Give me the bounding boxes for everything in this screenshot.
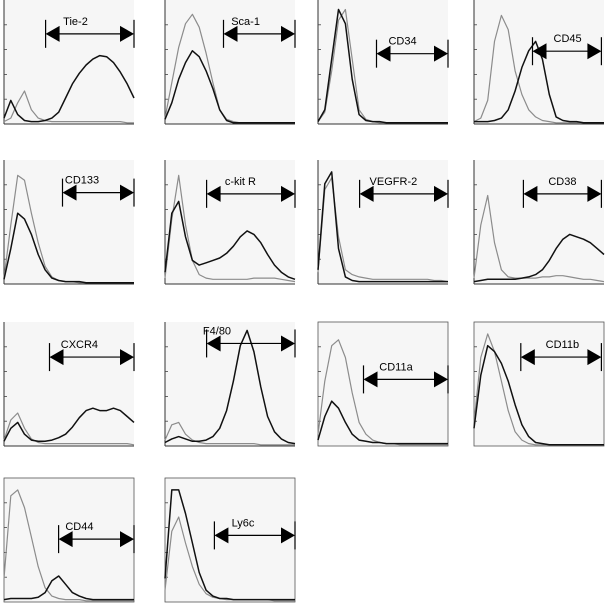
histogram-panel: CD45 xyxy=(473,0,604,125)
gate-arrow-head-left xyxy=(58,531,73,548)
gate-arrow-head-right xyxy=(434,185,448,202)
histogram-panel: CD38 xyxy=(473,160,605,285)
sample-curve xyxy=(164,329,296,445)
marker-label: CXCR4 xyxy=(61,339,98,351)
gate-arrow-head-right xyxy=(281,185,295,202)
panel-background xyxy=(474,322,604,446)
control-curve xyxy=(3,489,134,602)
marker-label: CD38 xyxy=(548,176,576,188)
histogram-panel: CXCR4 xyxy=(3,322,135,447)
gate-arrow-head-left xyxy=(62,184,77,201)
sample-curve xyxy=(473,233,605,283)
panel-background xyxy=(165,0,295,124)
histogram-panel: c-kit R xyxy=(164,160,296,285)
histogram-panel: CD11b xyxy=(473,321,605,447)
marker-label: Sca-1 xyxy=(231,16,260,28)
panel-frame xyxy=(473,321,605,447)
gate-arrow-head-left xyxy=(363,371,378,388)
gate-arrow-head-left xyxy=(49,349,64,366)
gate-arrow-head-right xyxy=(587,349,602,366)
sample-curve xyxy=(3,212,134,284)
histogram-panel: Sca-1 xyxy=(164,0,296,125)
histogram-panel: CD34 xyxy=(317,0,449,125)
panel-background xyxy=(474,160,604,284)
sample-curve xyxy=(164,200,296,281)
histogram-panel: CD11a xyxy=(317,321,449,447)
control-curve xyxy=(3,90,134,124)
marker-label: CD11a xyxy=(379,361,413,373)
marker-label: CD11b xyxy=(546,339,579,351)
control-curve xyxy=(473,194,605,283)
control-curve xyxy=(317,177,449,283)
sample-curve xyxy=(3,54,135,123)
gate-arrow-head-right xyxy=(120,349,134,366)
marker-label: CD133 xyxy=(65,175,99,187)
control-curve xyxy=(164,174,296,283)
sample-curve xyxy=(473,344,604,446)
panel-background xyxy=(4,322,134,446)
gate-arrow-head-right xyxy=(281,527,295,544)
marker-label: c-kit R xyxy=(225,176,256,188)
gate-arrow-head-left xyxy=(523,185,538,202)
marker-label: CD34 xyxy=(388,36,416,48)
sample-curve xyxy=(317,400,448,445)
gate-arrow-head-left xyxy=(359,185,374,202)
sample-curve xyxy=(164,50,295,124)
histogram-panel: CD44 xyxy=(3,477,135,603)
marker-label: CD45 xyxy=(554,33,582,45)
sample-curve xyxy=(3,407,135,443)
gate-arrow-head-right xyxy=(587,185,602,202)
panel-background xyxy=(474,0,604,124)
sample-curve xyxy=(317,171,448,283)
histogram-panel: Tie-2 xyxy=(3,0,135,125)
histogram-panel: CD133 xyxy=(3,160,135,285)
gate-arrow-head-right xyxy=(434,45,448,62)
gate-arrow-head-right xyxy=(587,43,602,60)
sample-curve xyxy=(317,8,448,124)
marker-label: CD44 xyxy=(65,521,93,533)
marker-label: Tie-2 xyxy=(63,16,88,28)
gate-arrow-head-left xyxy=(206,335,221,352)
gate-arrow-head-right xyxy=(120,184,134,201)
sample-curve xyxy=(164,489,295,601)
panel-background xyxy=(318,160,448,284)
gate-arrow-head-right xyxy=(120,25,134,42)
marker-label: F4/80 xyxy=(203,325,231,337)
sample-curve xyxy=(3,575,134,601)
marker-label: Ly6c xyxy=(232,517,255,529)
gate-arrow-head-right xyxy=(120,531,134,548)
gate-arrow-head-right xyxy=(281,25,295,42)
gate-arrow-head-left xyxy=(214,527,229,544)
marker-label: VEGFR-2 xyxy=(370,176,418,188)
histogram-panel: F4/80 xyxy=(164,322,296,447)
gate-arrow-head-left xyxy=(45,25,60,42)
gate-arrow-head-left xyxy=(206,185,221,202)
gate-arrow-head-left xyxy=(532,43,547,60)
panel-background xyxy=(318,0,448,124)
panel-background xyxy=(165,322,295,446)
gate-arrow-head-left xyxy=(520,349,535,366)
control-curve xyxy=(164,421,295,446)
gate-arrow-head-left xyxy=(376,45,391,62)
control-curve xyxy=(3,412,135,446)
gate-arrow-head-left xyxy=(223,25,238,42)
panel-background xyxy=(165,478,295,602)
histogram-panel: VEGFR-2 xyxy=(317,160,449,285)
histogram-panel: Ly6c xyxy=(164,477,296,603)
gate-arrow-head-right xyxy=(281,335,295,352)
gate-arrow-head-right xyxy=(434,371,448,388)
